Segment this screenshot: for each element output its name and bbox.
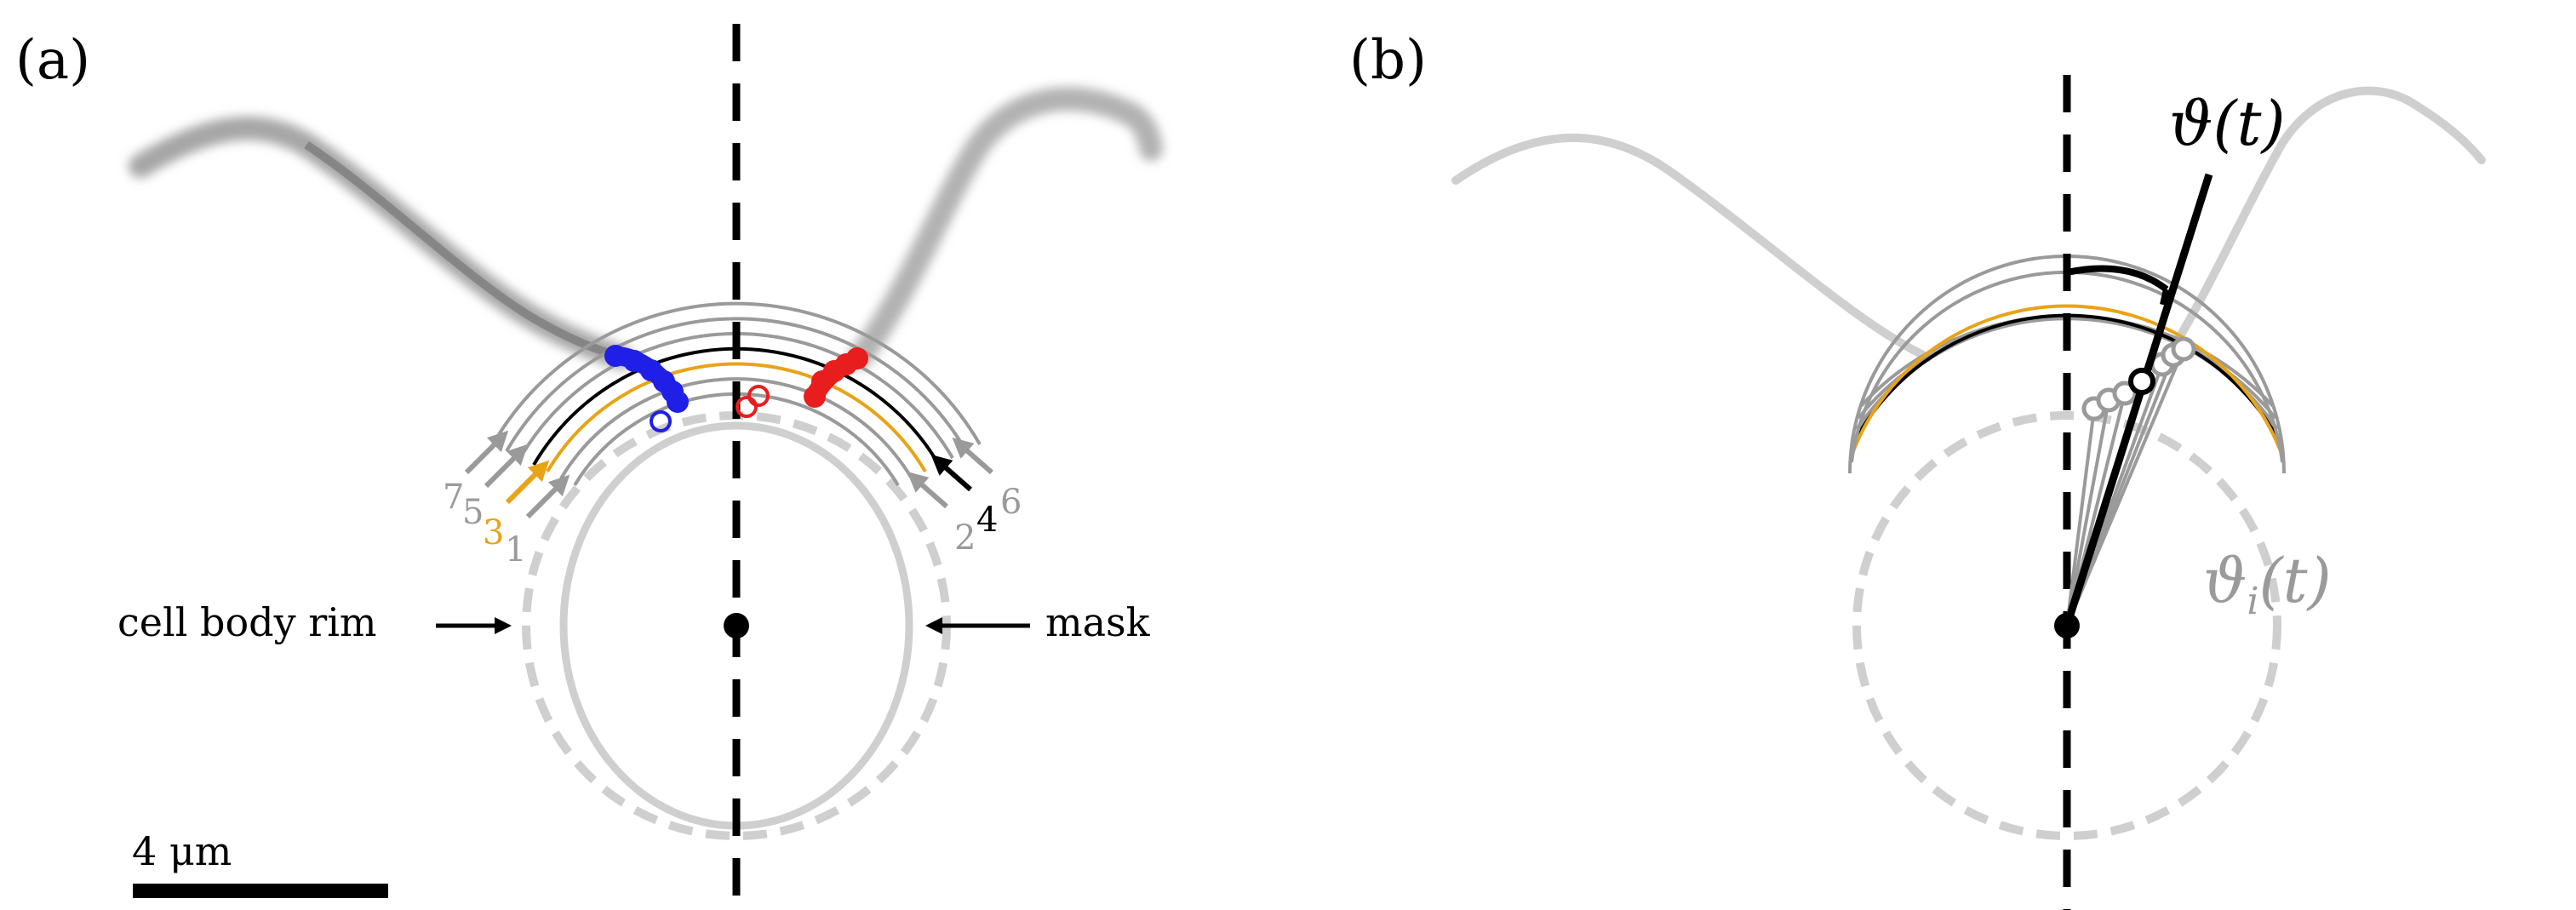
cell-body-rim-label: cell body rim [117, 599, 377, 645]
panel-b: (b) [1349, 29, 2486, 910]
ring-arrows-right [907, 438, 993, 509]
ring-arcs [491, 301, 982, 487]
theta-label: ϑ(t) [2169, 88, 2286, 159]
panel-b-label: (b) [1349, 29, 1427, 92]
ring-numbers-left: 7 5 3 1 [443, 478, 526, 569]
ring-number-7: 7 [443, 478, 464, 517]
cell-body-circle-b [1852, 411, 2281, 840]
ring-number-1: 1 [505, 530, 526, 569]
cell-center-a [724, 613, 749, 638]
panel-a-label: (a) [15, 29, 90, 92]
flagellum-trace-left [1451, 133, 1932, 362]
panel-a: (a) [15, 24, 1163, 910]
mask-label: mask [1045, 599, 1151, 645]
flagellum-trace-right [2171, 86, 2486, 349]
theta-line [2063, 173, 2213, 627]
theta-point [2128, 368, 2155, 395]
cell-center-b [2054, 613, 2080, 638]
red-points [736, 347, 868, 418]
ring-number-5: 5 [462, 493, 484, 532]
ring-number-6: 6 [1000, 483, 1022, 522]
scale-bar [133, 884, 388, 898]
blue-points [604, 345, 689, 432]
flagellum-core-left [304, 140, 623, 362]
angle-bracket [2066, 265, 2169, 293]
theta-i-label: ϑi(t) [2203, 545, 2332, 623]
scale-bar-label: 4 μm [132, 828, 232, 874]
ring-numbers-right: 2 4 6 [954, 483, 1022, 558]
ring-number-4: 4 [976, 501, 998, 540]
ring-arrows-left [464, 430, 570, 519]
theta-i-points [2081, 336, 2196, 421]
ring-number-2: 2 [954, 518, 976, 558]
ring-number-3: 3 [483, 513, 504, 552]
